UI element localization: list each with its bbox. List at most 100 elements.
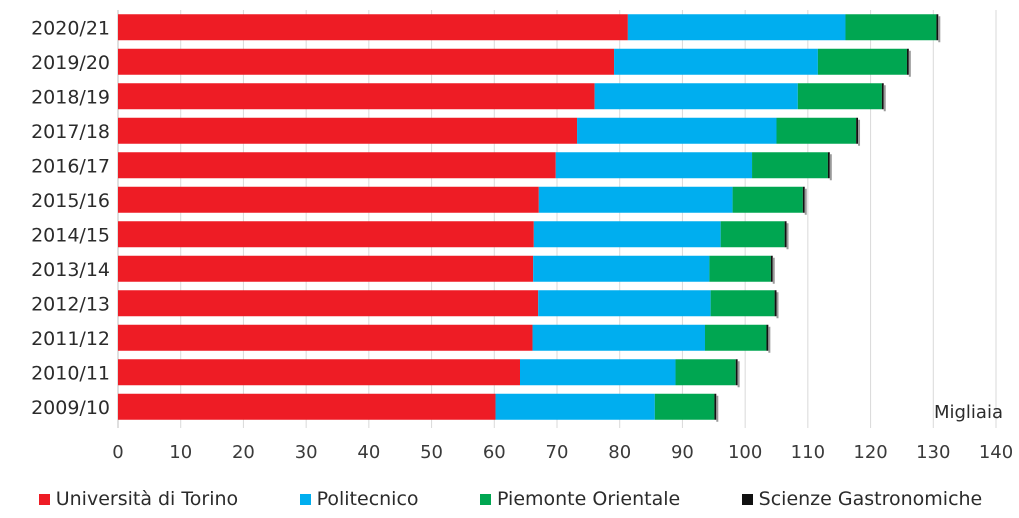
bar-scienze-gastronomiche-2009-10 bbox=[714, 393, 717, 420]
bar-scienze-gastronomiche-2011-12 bbox=[766, 324, 769, 351]
bar-universit-di-torino-2012-13 bbox=[118, 290, 539, 317]
bar-politecnico-2009-10 bbox=[495, 393, 655, 420]
x-tick-label: 30 bbox=[295, 442, 318, 463]
x-tick-label: 20 bbox=[232, 442, 255, 463]
category-label: 2010/11 bbox=[31, 362, 110, 384]
bar-politecnico-2016-17 bbox=[555, 152, 753, 179]
category-label: 2013/14 bbox=[31, 259, 110, 281]
bar-universit-di-torino-2016-17 bbox=[118, 152, 556, 179]
bar-universit-di-torino-2019-20 bbox=[118, 48, 615, 75]
bar-universit-di-torino-2014-15 bbox=[118, 221, 534, 248]
stacked-bar-chart: 2020/21 2019/20 2018/19 2017/18 2016/17 2015/… bbox=[31, 10, 1013, 463]
legend-item-piemonte-orientale: Piemonte Orientale bbox=[480, 488, 680, 510]
bar-scienze-gastronomiche-2018-19 bbox=[881, 83, 884, 110]
bar-scienze-gastronomiche-2016-17 bbox=[827, 152, 830, 179]
bar-shadow bbox=[908, 50, 911, 77]
bar-scienze-gastronomiche-2010-11 bbox=[735, 359, 738, 386]
category-label: 2009/10 bbox=[31, 397, 110, 419]
legend-item-scienze-gastronomiche: Scienze Gastronomiche bbox=[741, 488, 983, 510]
bar-politecnico-2011-12 bbox=[532, 324, 706, 351]
bar-politecnico-2020-21 bbox=[627, 14, 846, 41]
legend-swatch bbox=[38, 493, 50, 505]
x-tick-label: 60 bbox=[483, 442, 506, 463]
bar-shadow bbox=[883, 85, 886, 112]
legend-label: Piemonte Orientale bbox=[497, 488, 681, 510]
bar-scienze-gastronomiche-2015-16 bbox=[802, 186, 805, 213]
bar-scienze-gastronomiche-2019-20 bbox=[906, 48, 909, 75]
legend-swatch bbox=[480, 493, 491, 505]
bar-shadow bbox=[776, 292, 779, 319]
bar-politecnico-2019-20 bbox=[614, 48, 818, 75]
bar-politecnico-2018-19 bbox=[594, 83, 798, 110]
legend-label: Politecnico bbox=[316, 488, 419, 510]
bar-piemonte-orientale-2011-12 bbox=[705, 324, 767, 351]
x-tick-label: 140 bbox=[979, 442, 1013, 463]
bar-politecnico-2012-13 bbox=[538, 290, 711, 317]
bar-politecnico-2017-18 bbox=[577, 117, 777, 144]
category-label: 2014/15 bbox=[31, 224, 110, 246]
bar-shadow bbox=[768, 326, 771, 353]
x-tick-label: 130 bbox=[916, 442, 950, 463]
legend-swatch bbox=[299, 493, 311, 505]
category-label: 2020/21 bbox=[31, 17, 110, 39]
x-tick-label: 90 bbox=[671, 442, 694, 463]
legend-label: Scienze Gastronomiche bbox=[758, 488, 983, 510]
x-tick-label: 0 bbox=[112, 442, 123, 463]
bar-shadow bbox=[804, 188, 807, 215]
legend-item-politecnico: Politecnico bbox=[299, 488, 419, 510]
bar-piemonte-orientale-2017-18 bbox=[776, 117, 857, 144]
bar-politecnico-2014-15 bbox=[533, 221, 721, 248]
category-label: 2017/18 bbox=[31, 121, 110, 143]
x-tick-label: 80 bbox=[608, 442, 631, 463]
bar-piemonte-orientale-2015-16 bbox=[732, 186, 803, 213]
bar-piemonte-orientale-2019-20 bbox=[817, 48, 907, 75]
legend-label: Università di Torino bbox=[55, 488, 239, 510]
x-tick-label: 70 bbox=[546, 442, 569, 463]
bar-shadow bbox=[716, 395, 719, 422]
bar-universit-di-torino-2010-11 bbox=[118, 359, 520, 386]
category-label: 2018/19 bbox=[31, 86, 110, 108]
bars bbox=[118, 14, 941, 422]
bar-universit-di-torino-2018-19 bbox=[118, 83, 595, 110]
bar-piemonte-orientale-2016-17 bbox=[752, 152, 828, 179]
bar-shadow bbox=[829, 154, 832, 181]
category-label: 2015/16 bbox=[31, 190, 110, 212]
legend: Università di Torino Politecnico Piemont… bbox=[8, 488, 1013, 510]
bar-universit-di-torino-2020-21 bbox=[118, 14, 628, 41]
legend-item-universita-di-torino: Università di Torino bbox=[38, 488, 239, 510]
bar-shadow bbox=[786, 223, 789, 250]
bar-shadow bbox=[737, 361, 740, 388]
bar-universit-di-torino-2009-10 bbox=[118, 393, 496, 420]
bar-scienze-gastronomiche-2014-15 bbox=[784, 221, 787, 248]
bar-scienze-gastronomiche-2013-14 bbox=[770, 255, 773, 282]
bar-scienze-gastronomiche-2020-21 bbox=[936, 14, 939, 41]
x-tick-label: 40 bbox=[357, 442, 380, 463]
bar-shadow bbox=[938, 16, 941, 43]
x-tick-label: 10 bbox=[169, 442, 192, 463]
x-tick-label: 100 bbox=[728, 442, 762, 463]
unit-label: Migliaia bbox=[934, 402, 1003, 423]
bar-shadow bbox=[772, 257, 775, 284]
category-label: 2011/12 bbox=[31, 328, 110, 350]
x-tick-label: 110 bbox=[791, 442, 825, 463]
x-tick-label: 120 bbox=[853, 442, 887, 463]
category-label: 2012/13 bbox=[31, 293, 110, 315]
bar-scienze-gastronomiche-2017-18 bbox=[856, 117, 859, 144]
bar-piemonte-orientale-2020-21 bbox=[845, 14, 937, 41]
gridlines bbox=[117, 10, 997, 428]
bar-universit-di-torino-2011-12 bbox=[118, 324, 533, 351]
bar-shadow bbox=[858, 119, 861, 146]
x-tick-label: 50 bbox=[420, 442, 443, 463]
bar-piemonte-orientale-2014-15 bbox=[720, 221, 785, 248]
category-label: 2016/17 bbox=[31, 155, 110, 177]
category-labels: 2020/21 2019/20 2018/19 2017/18 2016/17 2015/… bbox=[31, 17, 110, 419]
legend-swatch bbox=[741, 493, 753, 505]
bar-piemonte-orientale-2010-11 bbox=[675, 359, 736, 386]
bar-piemonte-orientale-2012-13 bbox=[710, 290, 775, 317]
bar-scienze-gastronomiche-2012-13 bbox=[774, 290, 777, 317]
bar-universit-di-torino-2017-18 bbox=[118, 117, 578, 144]
category-label: 2019/20 bbox=[31, 52, 110, 74]
bar-piemonte-orientale-2018-19 bbox=[797, 83, 882, 110]
bar-politecnico-2015-16 bbox=[538, 186, 733, 213]
bar-universit-di-torino-2015-16 bbox=[118, 186, 539, 213]
